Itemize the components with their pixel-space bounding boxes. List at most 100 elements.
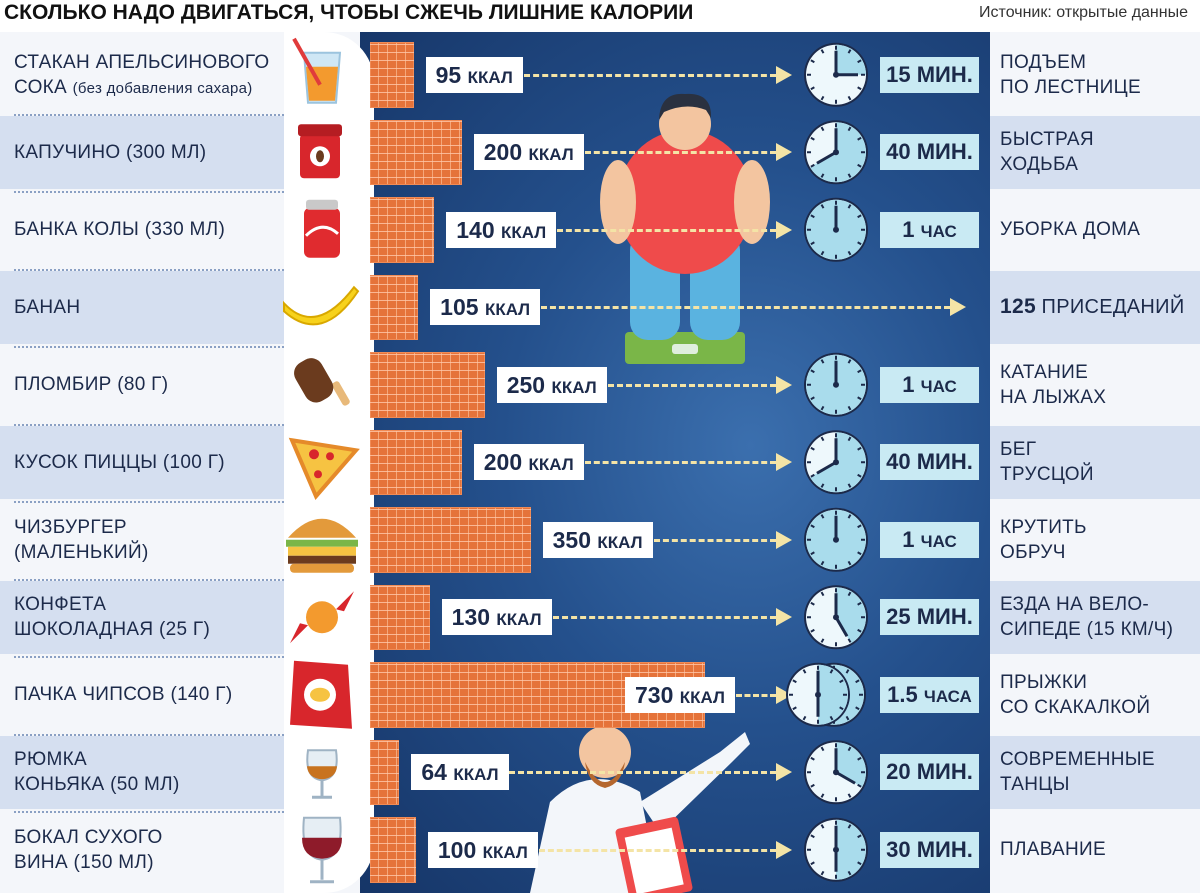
food-label: КОНФЕТА ШОКОЛАДНАЯ (25 Г) xyxy=(14,592,210,642)
row-band-right xyxy=(990,270,1200,344)
connector-line xyxy=(557,228,776,232)
row-band-left xyxy=(0,735,300,809)
activity-line-1: СОВРЕМЕННЫЕ xyxy=(1000,749,1155,771)
page-title: СКОЛЬКО НАДО ДВИГАТЬСЯ, ЧТОБЫ СЖЕЧЬ ЛИШН… xyxy=(4,1,694,24)
activity-label: СОВРЕМЕННЫЕ ТАНЦЫ xyxy=(1000,747,1155,797)
connector-line xyxy=(523,73,776,77)
food-line-2: (МАЛЕНЬКИЙ) xyxy=(14,541,149,563)
row-separator xyxy=(14,578,284,581)
food-line-1: РЮМКА xyxy=(14,749,87,771)
kcal-label: 100 ККАЛ xyxy=(427,831,538,868)
connector-arrow xyxy=(776,608,792,627)
food-line-1: БАНАН xyxy=(14,296,81,318)
kcal-label: 200 ККАЛ xyxy=(473,134,584,171)
kcal-unit: ККАЛ xyxy=(496,610,542,630)
duration-unit: ЧАСА xyxy=(923,686,972,706)
connector-arrow xyxy=(776,65,792,84)
kcal-unit: ККАЛ xyxy=(467,67,513,87)
illustration-layer xyxy=(530,93,770,893)
food-label: ПЛОМБИР (80 Г) xyxy=(14,372,168,397)
kcal-label: 200 ККАЛ xyxy=(473,444,584,481)
duration-unit: ЧАС xyxy=(920,376,957,396)
row-band-left xyxy=(0,425,300,499)
activity-line-2: СИПЕДЕ (15 КМ/Ч) xyxy=(1000,619,1174,641)
activity-line-1: КРУТИТЬ xyxy=(1000,516,1087,538)
activity-line-2: ПО ЛЕСТНИЦЕ xyxy=(1000,76,1141,98)
activity-line-2: ОБРУЧ xyxy=(1000,541,1066,563)
row-separator xyxy=(14,346,284,348)
activity-label: БЕГ ТРУСЦОЙ xyxy=(1000,437,1094,487)
connector-line xyxy=(552,616,776,620)
activity-line-2: СО СКАКАЛКОЙ xyxy=(1000,696,1151,718)
doctor-illustration xyxy=(530,726,750,893)
connector-line xyxy=(653,538,776,542)
food-line-1: КАПУЧИНО (300 МЛ) xyxy=(14,141,207,163)
row-separator xyxy=(14,113,284,116)
activity-line-1: ЕЗДА НА ВЕЛО- xyxy=(1000,594,1150,616)
activity-line-1: БЫСТРАЯ xyxy=(1000,129,1094,151)
activity-line-2: ХОДЬБА xyxy=(1000,154,1079,176)
activity-label: КАТАНИЕ НА ЛЫЖАХ xyxy=(1000,360,1106,410)
kcal-unit: ККАЛ xyxy=(453,765,499,785)
food-label: БАНАН xyxy=(14,295,80,320)
activity-name: ПРИСЕДАНИЙ xyxy=(1041,296,1185,319)
food-line-1: ПЛОМБИР (80 Г) xyxy=(14,374,169,396)
connector-line xyxy=(584,151,776,155)
duration-unit: ЧАС xyxy=(920,221,957,241)
calorie-bar xyxy=(370,584,430,650)
row-band-left xyxy=(0,270,300,344)
kcal-unit: ККАЛ xyxy=(482,842,528,862)
row-separator xyxy=(14,423,284,426)
duration-unit: ЧАС xyxy=(920,531,957,551)
activity-line-2: НА ЛЫЖАХ xyxy=(1000,386,1107,408)
calorie-bar xyxy=(370,352,485,418)
activity-label: ЕЗДА НА ВЕЛО- СИПЕДЕ (15 КМ/Ч) xyxy=(1000,592,1173,642)
activity-line-2: ТАНЦЫ xyxy=(1000,774,1070,796)
chart-area xyxy=(360,32,990,893)
duration-label: 1 ЧАС xyxy=(880,211,979,248)
kcal-label: 250 ККАЛ xyxy=(496,366,607,403)
row-band-left xyxy=(0,115,300,189)
kcal-label: 140 ККАЛ xyxy=(446,211,557,248)
kcal-label: 95 ККАЛ xyxy=(425,56,523,93)
row-separator xyxy=(14,656,284,658)
activity-count: 125 xyxy=(1000,295,1036,319)
duration-label: 1 ЧАС xyxy=(880,521,979,558)
food-line-1: КУСОК ПИЦЦЫ (100 Г) xyxy=(14,451,225,473)
connector-line xyxy=(736,693,776,697)
calorie-bar xyxy=(370,429,462,495)
kcal-unit: ККАЛ xyxy=(679,687,725,707)
duration-label: 30 МИН. xyxy=(880,831,979,868)
food-label: СТАКАН АПЕЛЬСИНОВОГО СОКА (без добавления… xyxy=(14,50,270,101)
row-separator xyxy=(14,268,284,271)
activity-line-1: ПОДЪЕМ xyxy=(1000,51,1087,73)
duration-label: 25 МИН. xyxy=(880,599,979,636)
activity-label: ПОДЪЕМ ПО ЛЕСТНИЦЕ xyxy=(1000,50,1141,100)
duration-label: 1.5 ЧАСА xyxy=(880,676,979,713)
food-line-1: СТАКАН АПЕЛЬСИНОВОГО xyxy=(14,51,270,73)
duration-label: 40 МИН. xyxy=(880,134,979,171)
connector-line xyxy=(584,461,776,465)
kcal-label: 350 ККАЛ xyxy=(542,521,653,558)
connector-arrow xyxy=(776,143,792,162)
food-line-2: ШОКОЛАДНАЯ (25 Г) xyxy=(14,619,211,641)
food-line-1: КОНФЕТА xyxy=(14,594,107,616)
food-note: (без добавления сахара) xyxy=(72,79,253,97)
kcal-unit: ККАЛ xyxy=(597,532,643,552)
activity-label: КРУТИТЬ ОБРУЧ xyxy=(1000,515,1087,565)
header: СКОЛЬКО НАДО ДВИГАТЬСЯ, ЧТОБЫ СЖЕЧЬ ЛИШН… xyxy=(0,0,1200,32)
food-label: КАПУЧИНО (300 МЛ) xyxy=(14,140,206,165)
icon-strip xyxy=(284,32,374,893)
connector-line xyxy=(607,383,776,387)
row-band-right xyxy=(990,735,1200,809)
calorie-bar xyxy=(370,119,462,185)
connector-arrow xyxy=(776,530,792,549)
connector-arrow xyxy=(776,220,792,239)
activity-label: ПРЫЖКИ СО СКАКАЛКОЙ xyxy=(1000,670,1150,720)
kcal-label: 64 ККАЛ xyxy=(411,754,509,791)
food-label: БАНКА КОЛЫ (330 МЛ) xyxy=(14,217,225,242)
row-band-right xyxy=(990,115,1200,189)
food-line-1: ЧИЗБУРГЕР xyxy=(14,516,127,538)
activity-line-1: УБОРКА ДОМА xyxy=(1000,219,1141,241)
source-note: Источник: открытые данные xyxy=(979,4,1188,21)
